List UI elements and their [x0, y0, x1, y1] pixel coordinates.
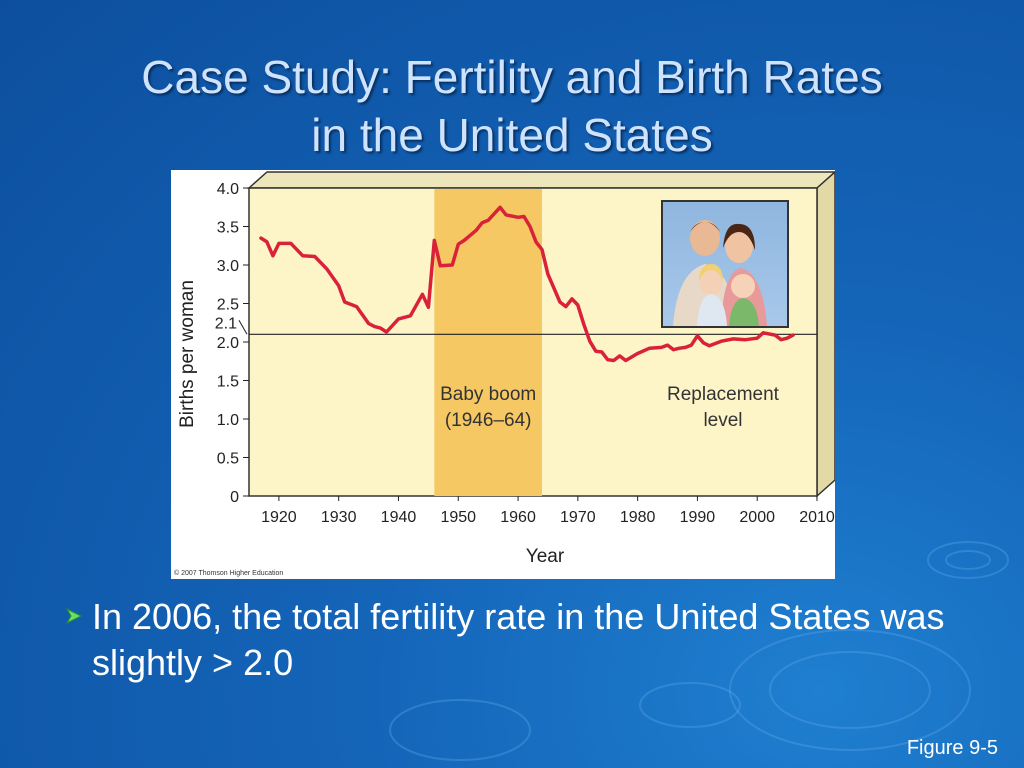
y-axis-title: Births per woman	[177, 280, 198, 428]
family-illustration	[673, 220, 767, 326]
plot-side-face	[816, 170, 835, 498]
replacement-level-label: level	[703, 410, 742, 431]
y-tick-label: 0.5	[217, 451, 239, 468]
replacement-tick-leader	[238, 320, 248, 335]
x-tick-label: 2010	[799, 509, 835, 526]
x-axis-title: Year	[526, 546, 565, 567]
x-tick-label: 1930	[321, 509, 357, 526]
slide-title: Case Study: Fertility and Birth Rates in…	[20, 48, 1004, 164]
y-tick-label: 1.5	[217, 374, 239, 391]
baby-boom-label: Baby boom	[440, 384, 536, 405]
x-tick-label: 1950	[440, 509, 476, 526]
bullet-text: In 2006, the total fertility rate in the…	[92, 596, 945, 683]
arrow-bullet-icon	[65, 607, 83, 625]
baby-boom-label: (1946–64)	[445, 410, 532, 431]
title-line-1: Case Study: Fertility and Birth Rates	[141, 51, 883, 103]
y-tick-label: 0	[230, 489, 239, 506]
replacement-level-label: Replacement	[667, 384, 780, 405]
figure-panel: 0 0.5 1.0 1.5 2.0 2.5 3.0 3.5 4.0 2.1 1920 1930 1940…	[171, 170, 835, 579]
copyright-notice: © 2007 Thomson Higher Education	[174, 570, 284, 577]
y-tick-label: 4.0	[217, 181, 239, 198]
baby-boom-band	[434, 189, 542, 496]
y-tick-label: 2.5	[217, 297, 239, 314]
plot-top-face	[247, 171, 835, 189]
x-tick-label: 1970	[560, 509, 596, 526]
replacement-tick-label: 2.1	[215, 315, 237, 332]
y-tick-label: 1.0	[217, 412, 239, 429]
x-tick-label: 2000	[739, 509, 775, 526]
y-tick-label: 3.0	[217, 258, 239, 275]
x-tick-label: 1980	[620, 509, 656, 526]
fertility-rate-line	[259, 205, 795, 363]
x-tick-label: 1940	[381, 509, 417, 526]
x-tick-label: 1960	[500, 509, 536, 526]
x-tick-label: 1990	[680, 509, 716, 526]
x-tick-label: 1920	[261, 509, 297, 526]
family-photo	[661, 200, 789, 328]
y-tick-label: 3.5	[217, 220, 239, 237]
y-tick-label: 2.0	[217, 335, 239, 352]
title-line-2: in the United States	[311, 109, 713, 161]
figure-label: Figure 9-5	[906, 737, 998, 759]
